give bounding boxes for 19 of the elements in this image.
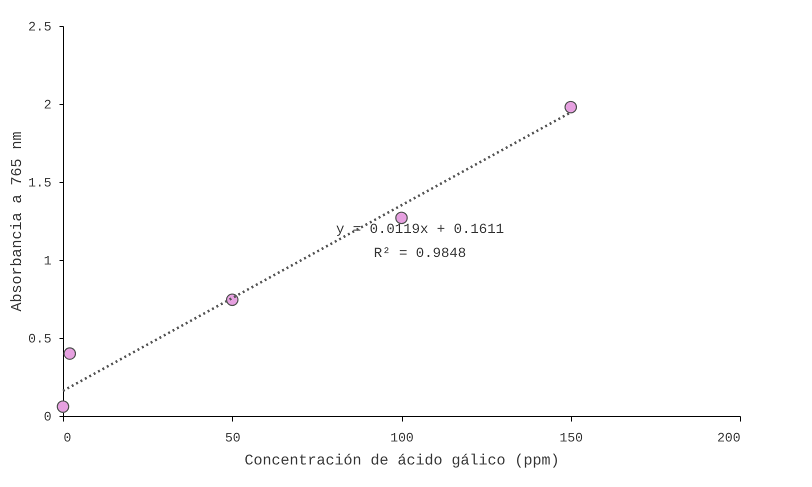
point [395, 212, 408, 224]
point [56, 400, 70, 413]
annotation: y = 0.0119x + 0.1611 [336, 222, 504, 238]
y-tick-label: 0.5 [28, 332, 52, 346]
x-tick-label: 50 [224, 430, 241, 446]
point [564, 100, 578, 114]
y-tick-label: 2.5 [28, 20, 52, 34]
x-axis-title: Concentración de ácido gálico (ppm) [244, 452, 560, 470]
y-tick-label: 1.5 [28, 176, 52, 190]
annotation: R² = 0.9848 [374, 246, 466, 262]
x-tick-label: 100 [390, 430, 414, 446]
x-tick-label: 150 [560, 430, 583, 446]
point [63, 347, 76, 360]
x-tick-label: 0 [64, 430, 72, 446]
y-tick-label: 2 [44, 98, 52, 112]
x-tick-label: 200 [717, 430, 740, 446]
y-axis-title: Absorbancia a 765 nm [9, 131, 26, 312]
y-tick-label: 0 [44, 410, 52, 424]
y-tick-label: 1 [44, 254, 52, 268]
